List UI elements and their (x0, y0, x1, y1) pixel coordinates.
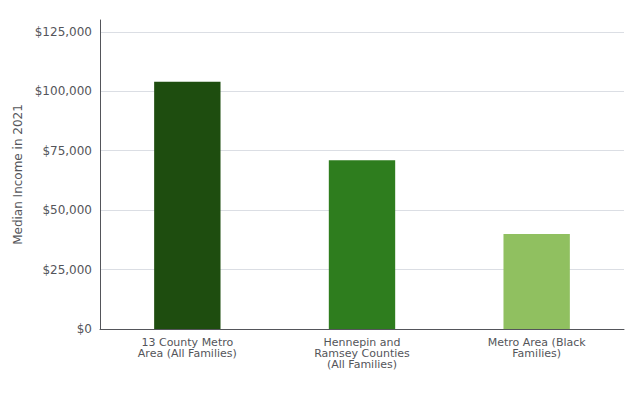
svg-text:$75,000: $75,000 (42, 144, 92, 158)
svg-text:Area (All Families): Area (All Families) (138, 347, 237, 360)
svg-text:$100,000: $100,000 (35, 84, 92, 98)
svg-text:$50,000: $50,000 (42, 203, 92, 217)
svg-text:Hennepin and: Hennepin and (323, 336, 401, 349)
svg-text:Families): Families) (512, 347, 561, 360)
svg-text:$125,000: $125,000 (35, 25, 92, 39)
svg-text:Ramsey Counties: Ramsey Counties (314, 347, 410, 360)
svg-text:Metro Area (Black: Metro Area (Black (487, 336, 586, 349)
svg-text:$0: $0 (77, 322, 92, 336)
svg-text:(All Families): (All Families) (327, 358, 397, 371)
svg-text:Median Income in 2021: Median Income in 2021 (11, 104, 25, 245)
svg-text:13 County Metro: 13 County Metro (141, 336, 234, 349)
svg-text:$25,000: $25,000 (42, 263, 92, 277)
